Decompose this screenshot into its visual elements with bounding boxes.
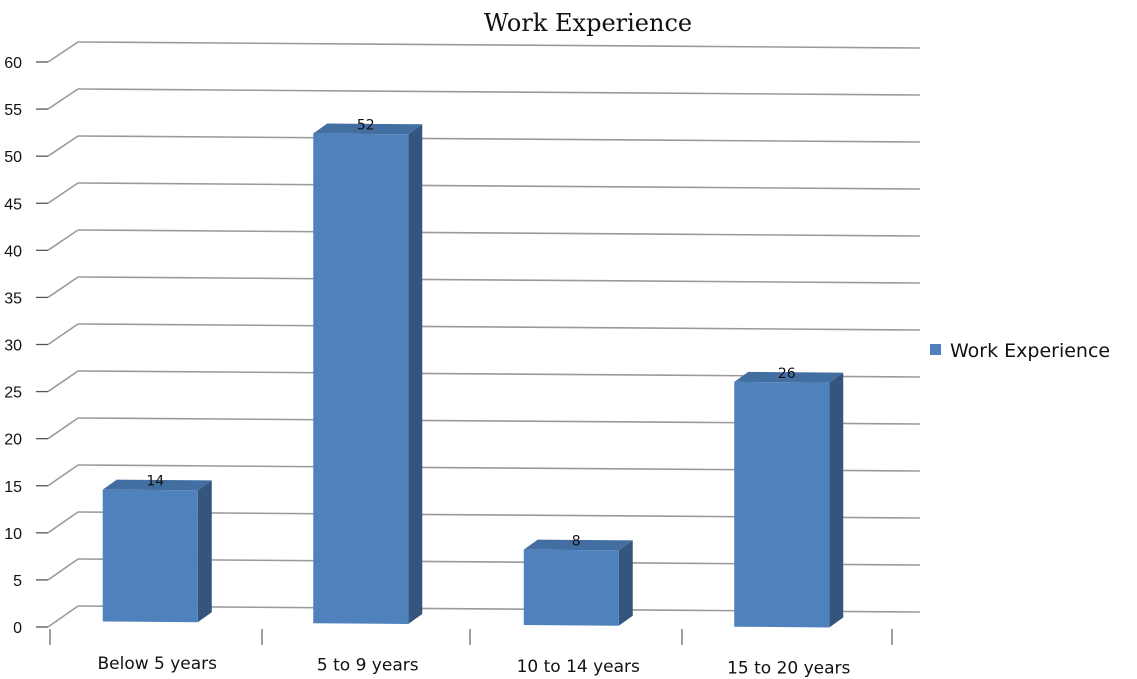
gridline <box>77 41 921 49</box>
gridline-side <box>47 464 79 487</box>
bar-side <box>408 124 423 624</box>
gridline <box>77 276 921 284</box>
y-tick-label: 10 <box>4 526 22 543</box>
gridline <box>77 135 921 143</box>
legend-swatch <box>930 344 941 355</box>
y-tick-label: 50 <box>4 149 22 166</box>
category-label: 5 to 9 years <box>317 656 419 676</box>
bar-top <box>313 123 423 135</box>
gridline-side <box>47 511 79 534</box>
y-tick-label: 55 <box>4 102 22 119</box>
gridline-side <box>47 229 79 251</box>
gridline-side <box>47 605 79 628</box>
data-label: 26 <box>778 366 796 382</box>
y-tick-label: 60 <box>4 55 22 72</box>
bar-top <box>734 371 844 383</box>
bar-top <box>523 539 633 551</box>
data-label: 14 <box>146 474 164 490</box>
category-label: 10 to 14 years <box>517 657 640 677</box>
x-axis: Below 5 years 5 to 9 years 10 to 14 years 1… <box>49 629 893 679</box>
bar-side <box>829 372 844 628</box>
gridline-side <box>47 323 79 346</box>
bar-front <box>734 381 830 628</box>
y-tick-label: 5 <box>13 573 22 590</box>
bar-front <box>313 133 409 624</box>
y-tick-label: 0 <box>13 620 22 637</box>
gridline-side <box>47 276 79 299</box>
legend: Work Experience <box>930 340 1110 362</box>
y-tick-label: 30 <box>4 338 22 355</box>
bar <box>102 479 212 623</box>
gridline <box>77 323 921 331</box>
category-label: 15 to 20 years <box>727 659 850 679</box>
gridline-side <box>47 135 79 157</box>
gridline <box>77 88 921 96</box>
gridline <box>77 182 921 190</box>
gridline-side <box>47 370 79 393</box>
y-tick-label: 15 <box>4 479 22 496</box>
bar <box>734 371 844 628</box>
bar-side <box>197 480 212 623</box>
data-label: 52 <box>357 118 375 134</box>
y-tick-label: 40 <box>4 243 22 260</box>
gridline <box>77 229 921 237</box>
data-label: 8 <box>572 534 581 550</box>
bar-front <box>523 549 619 626</box>
legend-label: Work Experience <box>950 340 1110 362</box>
y-tick-label: 20 <box>4 432 22 449</box>
gridline-side <box>47 558 79 581</box>
bar <box>523 539 633 626</box>
y-tick-label: 25 <box>4 385 22 402</box>
gridline-side <box>47 88 79 110</box>
bar-top <box>102 479 212 491</box>
gridlines <box>47 41 921 628</box>
y-tick-label: 45 <box>4 196 22 213</box>
category-label: Below 5 years <box>97 654 217 674</box>
chart-title: Work Experience <box>484 9 692 37</box>
gridline-side <box>47 417 79 440</box>
gridline-side <box>47 41 79 63</box>
bars: 14 52 8 26 <box>102 118 844 628</box>
y-axis: 0 5 10 15 20 25 30 35 40 45 50 55 60 <box>4 55 48 637</box>
bar-front <box>102 489 198 623</box>
bar <box>313 123 423 624</box>
y-tick-label: 35 <box>4 290 22 307</box>
bar-side <box>618 540 633 626</box>
gridline-side <box>47 182 79 204</box>
